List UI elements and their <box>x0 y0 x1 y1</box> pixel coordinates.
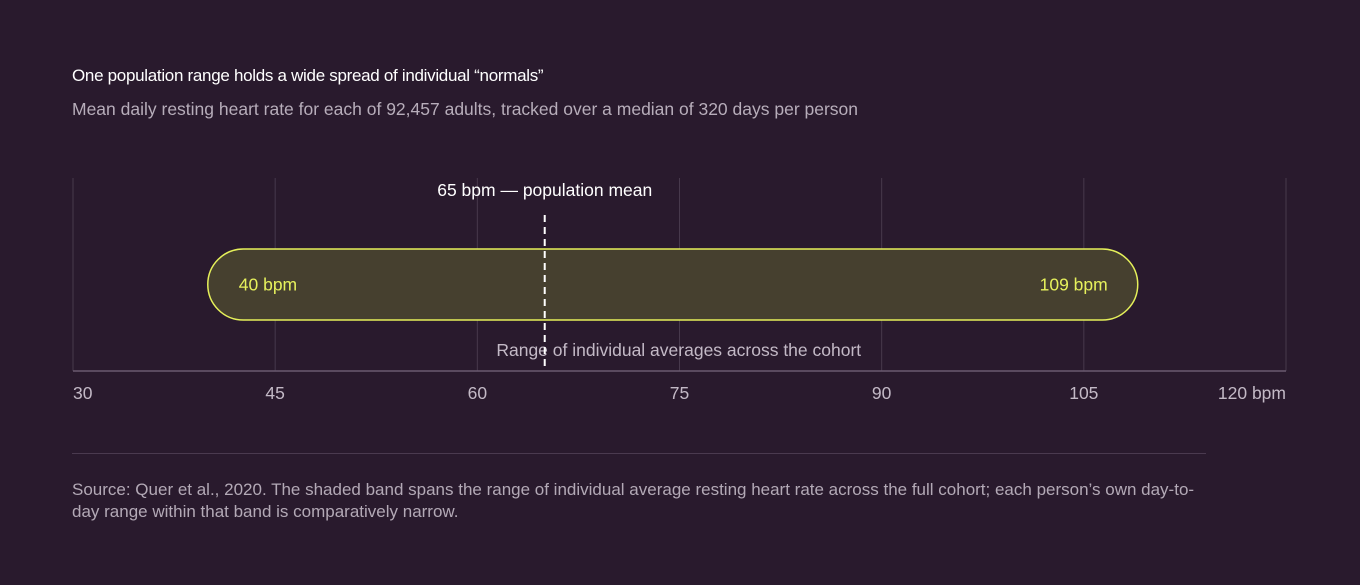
x-tick-label: 30 <box>73 383 93 403</box>
range-band <box>207 248 1139 321</box>
x-axis-ticks: 30 45 60 75 90 105 120 bpm <box>73 383 1286 403</box>
band-caption: Range of individual averages across the … <box>496 340 861 360</box>
band-min-label: 40 bpm <box>239 275 297 295</box>
band-max-label: 109 bpm <box>1040 275 1108 295</box>
source-note: Source: Quer et al., 2020. The shaded ba… <box>72 480 1195 521</box>
chart-subtitle: Mean daily resting heart rate for each o… <box>72 99 859 119</box>
population-mean-label: 65 bpm — population mean <box>437 180 652 200</box>
x-tick-label: 120 bpm <box>1218 383 1286 403</box>
x-tick-label: 105 <box>1069 383 1098 403</box>
x-tick-label: 60 <box>468 383 488 403</box>
range-chart: 30 45 60 75 90 105 120 bpm 40 bpm 109 bpm Rang… <box>72 178 1287 403</box>
x-tick-label: 90 <box>872 383 892 403</box>
footer-divider <box>72 453 1206 454</box>
x-tick-label: 45 <box>265 383 284 403</box>
x-tick-label: 75 <box>670 383 689 403</box>
chart-title: One population range holds a wide spread… <box>72 66 544 85</box>
